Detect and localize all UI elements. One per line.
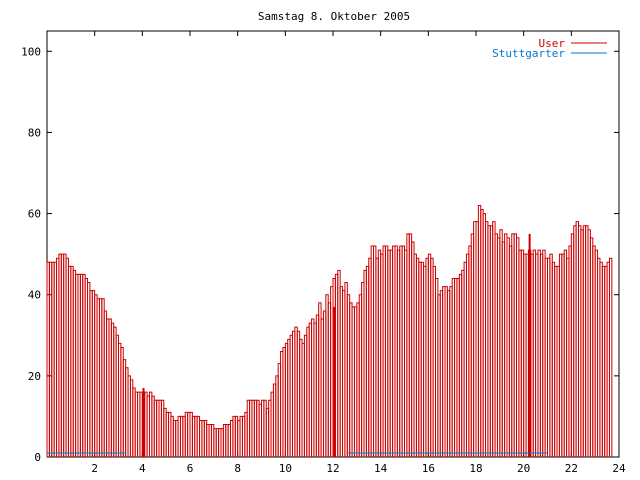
legend: User Stuttgarter bbox=[492, 37, 607, 60]
y-tick-label: 0 bbox=[34, 451, 41, 464]
x-tick-label: 20 bbox=[517, 462, 530, 475]
legend-label-stuttgarter: Stuttgarter bbox=[492, 47, 565, 60]
y-tick-label: 80 bbox=[28, 126, 41, 139]
y-tick-label: 100 bbox=[21, 45, 41, 58]
bar-user bbox=[608, 257, 613, 457]
y-tick-label: 40 bbox=[28, 289, 41, 302]
bar-user-spike bbox=[528, 233, 531, 457]
x-tick-label: 6 bbox=[187, 462, 194, 475]
y-tick-label: 60 bbox=[28, 208, 41, 221]
x-tick-label: 14 bbox=[374, 462, 388, 475]
x-tick-label: 2 bbox=[91, 462, 98, 475]
x-tick-label: 4 bbox=[139, 462, 146, 475]
bar-user-spike bbox=[333, 306, 336, 457]
x-tick-label: 10 bbox=[279, 462, 292, 475]
x-tick-label: 24 bbox=[612, 462, 626, 475]
x-axis: 2 4 6 8 10 12 14 16 18 20 22 24 bbox=[91, 31, 626, 475]
y-axis: 0 20 40 60 80 100 bbox=[21, 45, 619, 464]
x-tick-label: 16 bbox=[422, 462, 435, 475]
x-tick-label: 22 bbox=[565, 462, 578, 475]
legend-label-user: User bbox=[539, 37, 566, 50]
series-user bbox=[46, 204, 613, 457]
x-tick-label: 12 bbox=[326, 462, 339, 475]
x-tick-label: 18 bbox=[469, 462, 482, 475]
y-tick-label: 20 bbox=[28, 370, 41, 383]
chart-title: Samstag 8. Oktober 2005 bbox=[258, 10, 410, 23]
x-tick-label: 8 bbox=[234, 462, 241, 475]
bar-user-spike bbox=[142, 388, 145, 457]
